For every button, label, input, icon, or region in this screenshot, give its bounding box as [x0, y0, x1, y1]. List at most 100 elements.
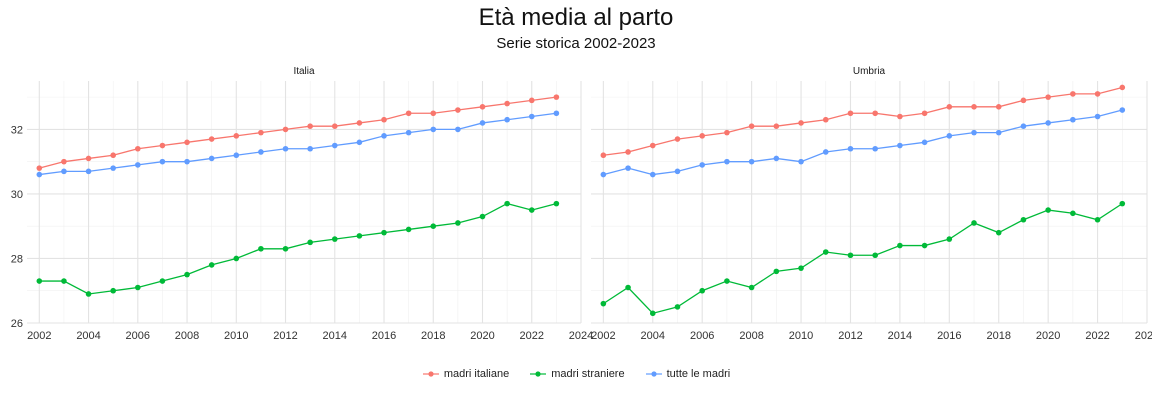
x-tick-label-2022: 2022 — [520, 330, 544, 342]
x-tick-label-2020: 2020 — [1036, 330, 1060, 342]
data-point-madri-straniere-2014 — [897, 242, 903, 249]
data-point-madri-italiane-2015 — [356, 120, 363, 126]
data-point-madri-italiane-2021 — [1070, 91, 1076, 97]
data-point-madri-italiane-2021 — [504, 100, 510, 107]
data-point-tutte-le-madri-2008 — [748, 158, 755, 165]
x-tick-label-2014: 2014 — [323, 330, 347, 342]
data-point-madri-straniere-2010 — [798, 265, 804, 271]
data-point-tutte-le-madri-2002 — [36, 171, 43, 178]
data-point-madri-straniere-2012 — [847, 252, 854, 259]
data-point-madri-straniere-2002 — [36, 278, 43, 284]
data-point-tutte-le-madri-2006 — [699, 162, 705, 168]
data-point-madri-italiane-2014 — [331, 123, 338, 129]
x-tick-label-2012: 2012 — [838, 330, 862, 342]
legend-item-tutte-le-madri: tutte le madri — [645, 368, 730, 380]
data-point-madri-straniere-2003 — [61, 278, 67, 284]
data-point-madri-straniere-2023 — [553, 200, 560, 207]
data-point-madri-italiane-2010 — [798, 120, 804, 126]
data-point-madri-italiane-2020 — [479, 104, 486, 110]
series-line-madri-italiane-umbria — [603, 86, 1123, 156]
legend-item-madri-italiane: madri italiane — [422, 368, 509, 380]
data-point-madri-italiane-2022 — [1094, 91, 1101, 97]
data-point-tutte-le-madri-2013 — [872, 145, 878, 152]
data-point-tutte-le-madri-2023 — [1119, 107, 1126, 113]
data-point-tutte-le-madri-2012 — [282, 145, 289, 152]
data-point-madri-italiane-2012 — [282, 126, 289, 133]
data-point-madri-italiane-2023 — [1119, 84, 1126, 91]
data-point-tutte-le-madri-2018 — [995, 129, 1002, 136]
data-point-madri-italiane-2023 — [553, 94, 560, 100]
data-point-madri-straniere-2021 — [1070, 210, 1076, 217]
data-point-tutte-le-madri-2014 — [897, 142, 903, 149]
data-point-madri-italiane-2012 — [847, 110, 854, 117]
data-point-madri-straniere-2013 — [307, 239, 313, 246]
data-point-madri-italiane-2006 — [699, 133, 705, 139]
data-point-tutte-le-madri-2003 — [625, 165, 631, 171]
data-point-tutte-le-madri-2020 — [479, 120, 486, 126]
data-point-tutte-le-madri-2009 — [208, 155, 215, 162]
x-tick-label-2014: 2014 — [888, 330, 912, 342]
data-point-madri-straniere-2012 — [282, 245, 289, 252]
data-point-tutte-le-madri-2009 — [773, 155, 780, 162]
data-point-madri-italiane-2005 — [674, 136, 681, 142]
x-tick-label-2010: 2010 — [789, 330, 813, 342]
legend-label-madri-italiane: madri italiane — [443, 368, 510, 380]
data-point-madri-straniere-2009 — [208, 262, 215, 268]
facet-panel-umbria: Umbria 2002 2004 2006 2008 2010 2012 2014 2016 20… — [591, 66, 1152, 342]
y-tick-label-26: 26 — [11, 318, 23, 330]
data-point-madri-straniere-2004 — [649, 310, 656, 317]
chart-subtitle: Serie storica 2002-2023 — [496, 35, 656, 52]
data-point-tutte-le-madri-2019 — [455, 126, 461, 133]
data-point-tutte-le-madri-2014 — [331, 142, 338, 149]
data-point-tutte-le-madri-2006 — [135, 162, 141, 168]
x-tick-label-2022: 2022 — [1085, 330, 1109, 342]
data-point-madri-italiane-2002 — [36, 165, 43, 171]
data-point-madri-straniere-2019 — [455, 220, 461, 226]
data-point-madri-straniere-2021 — [504, 200, 510, 207]
data-point-madri-italiane-2003 — [61, 158, 67, 165]
x-tick-label-2008: 2008 — [739, 330, 763, 342]
x-tick-label-2002: 2002 — [27, 330, 51, 342]
data-point-tutte-le-madri-2007 — [724, 158, 730, 165]
data-point-madri-straniere-2016 — [946, 236, 953, 242]
x-tick-label-2008: 2008 — [175, 330, 199, 342]
data-point-tutte-le-madri-2011 — [258, 149, 264, 155]
data-point-tutte-le-madri-2005 — [110, 165, 116, 171]
data-point-madri-straniere-2008 — [748, 284, 755, 291]
data-point-madri-straniere-2015 — [356, 233, 363, 239]
data-point-tutte-le-madri-2003 — [61, 168, 67, 175]
x-tick-label-2010: 2010 — [224, 330, 248, 342]
data-point-tutte-le-madri-2004 — [649, 171, 656, 178]
data-point-madri-straniere-2015 — [921, 242, 928, 249]
legend-key-tutte-le-madri — [645, 371, 662, 377]
x-tick-label-2024: 2024 — [569, 330, 593, 342]
legend-key-madri-straniere — [530, 371, 547, 377]
data-point-madri-straniere-2007 — [724, 278, 730, 284]
data-point-madri-italiane-2018 — [430, 110, 437, 117]
data-point-madri-italiane-2017 — [971, 104, 977, 110]
data-point-madri-italiane-2004 — [85, 155, 92, 162]
chart-canvas: Italia 2002 2004 2006 2008 2010 2012 2014 2016 20… — [11, 66, 1152, 342]
data-point-madri-italiane-2016 — [946, 104, 953, 110]
data-point-madri-italiane-2022 — [528, 97, 535, 104]
data-point-tutte-le-madri-2017 — [405, 129, 412, 136]
x-tick-label-2002: 2002 — [591, 330, 615, 342]
y-tick-label-32: 32 — [11, 124, 23, 136]
data-point-madri-italiane-2005 — [110, 152, 116, 159]
y-tick-label-28: 28 — [11, 253, 23, 265]
x-tick-label-2006: 2006 — [690, 330, 714, 342]
data-point-tutte-le-madri-2008 — [184, 158, 190, 165]
data-point-madri-italiane-2011 — [822, 116, 829, 123]
data-point-madri-straniere-2010 — [233, 255, 240, 262]
data-point-madri-italiane-2013 — [307, 123, 313, 129]
data-point-madri-italiane-2010 — [233, 133, 240, 139]
x-tick-label-2004: 2004 — [641, 330, 665, 342]
data-point-madri-straniere-2006 — [135, 284, 141, 291]
x-tick-label-2018: 2018 — [421, 330, 445, 342]
facet-label-italia: Italia — [293, 66, 315, 77]
chart-legend: madri italiane madri straniere tutte le … — [0, 368, 1152, 380]
data-point-madri-italiane-2011 — [258, 129, 264, 136]
data-point-madri-italiane-2020 — [1045, 94, 1051, 100]
data-point-madri-straniere-2016 — [381, 229, 387, 236]
data-point-tutte-le-madri-2016 — [946, 133, 953, 139]
